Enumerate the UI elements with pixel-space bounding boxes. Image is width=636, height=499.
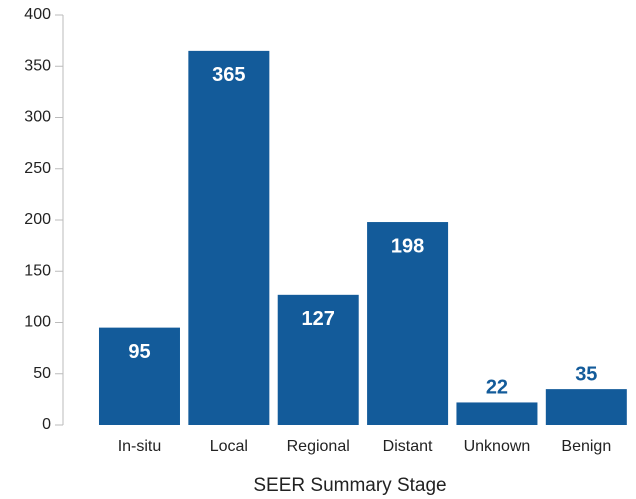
x-tick-label: Unknown (464, 438, 531, 455)
x-tick-label: Benign (561, 438, 611, 455)
y-tick-label: 50 (33, 365, 51, 382)
x-tick-label: Distant (383, 438, 433, 455)
x-tick-label: Regional (287, 438, 350, 455)
bar (277, 294, 359, 425)
x-axis-title: SEER Summary Stage (253, 475, 446, 496)
value-label: 95 (128, 341, 150, 363)
bar (98, 327, 180, 425)
x-tick-label: In-situ (118, 438, 162, 455)
value-label: 198 (391, 235, 424, 257)
y-tick-label: 250 (24, 160, 51, 177)
bar (188, 50, 270, 425)
y-tick-label: 350 (24, 57, 51, 74)
y-tick-label: 300 (24, 109, 51, 126)
value-label: 22 (486, 377, 508, 399)
bar (456, 402, 538, 425)
value-label: 35 (575, 363, 597, 385)
y-tick-label: 200 (24, 211, 51, 228)
bar (367, 222, 449, 425)
x-tick-label: Local (210, 438, 248, 455)
y-tick-label: 150 (24, 262, 51, 279)
y-tick-label: 100 (24, 314, 51, 331)
value-label: 127 (302, 308, 335, 330)
bar (545, 389, 627, 425)
y-tick-label: 0 (42, 416, 51, 433)
value-label: 365 (212, 64, 245, 86)
y-tick-label: 400 (24, 6, 51, 23)
